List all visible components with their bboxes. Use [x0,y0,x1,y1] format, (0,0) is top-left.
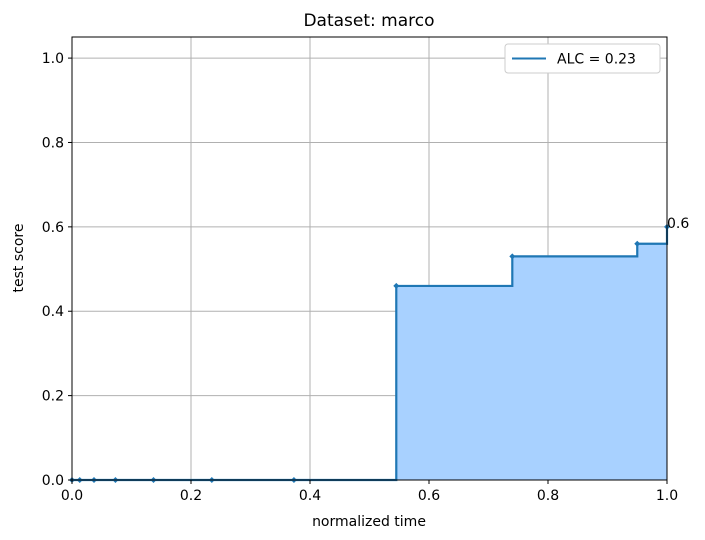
legend-box [504,43,661,74]
y-tick-label: 0.6 [42,220,64,236]
series-marker-layer [69,223,670,483]
y-axis-ticks: 0.0 0.2 0.4 0.6 0.8 1.0 [42,51,72,489]
x-tick-label: 0.0 [61,488,83,504]
point-annotation: 0.6 [667,216,689,232]
y-tick-label: 0.2 [42,389,64,405]
legend: ALC = 0.23 [504,43,661,74]
data-point [634,240,641,247]
x-tick-label: 0.8 [537,488,559,504]
x-axis-ticks: 0.0 0.2 0.4 0.6 0.8 1.0 [61,480,678,504]
x-tick-label: 0.6 [418,488,440,504]
x-axis-label: normalized time [312,514,426,530]
plot-frame [71,36,668,481]
chart-title: Dataset: marco [303,11,434,31]
data-point [393,282,400,289]
y-tick-label: 0.8 [42,135,64,151]
annotation-layer: 0.6 [667,216,689,232]
x-tick-label: 0.2 [180,488,202,504]
data-point [509,253,516,260]
x-tick-label: 0.4 [299,488,321,504]
area-fill-layer [72,226,667,480]
y-tick-label: 0.4 [42,304,64,320]
legend-entry: ALC = 0.23 [557,52,636,68]
y-tick-label: 0.0 [42,473,64,489]
x-tick-label: 1.0 [656,488,678,504]
y-tick-label: 1.0 [42,51,64,67]
y-axis-label: test score [11,224,27,293]
area-fill [72,226,667,480]
